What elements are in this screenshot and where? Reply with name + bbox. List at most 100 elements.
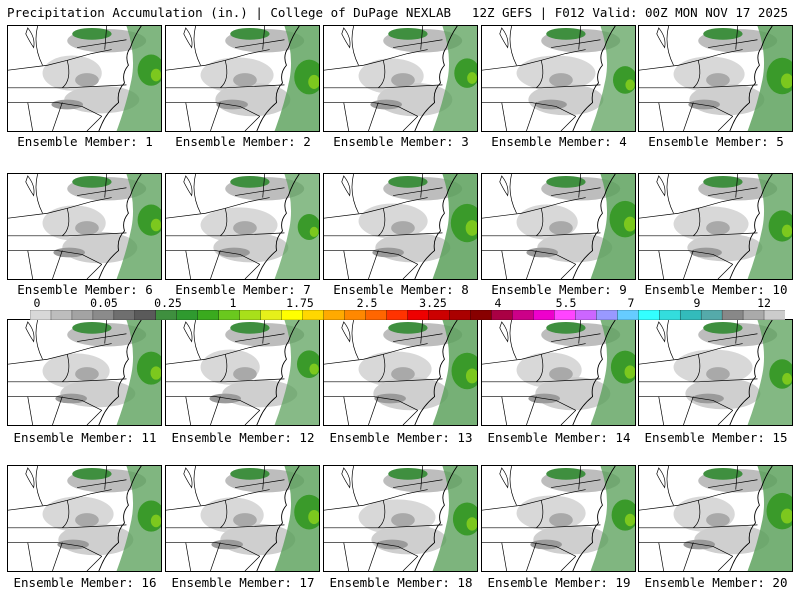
colorbar-swatch — [407, 310, 430, 320]
ensemble-member-label: Ensemble Member: 20 — [644, 575, 788, 590]
colorbar-swatch — [763, 310, 785, 320]
ensemble-member-label: Ensemble Member: 18 — [329, 575, 473, 590]
lake-outline — [656, 321, 666, 343]
precip-shading — [516, 466, 635, 571]
coastline — [98, 26, 142, 131]
ensemble-member-label: Ensemble Member: 2 — [175, 134, 311, 149]
precip-shading — [516, 26, 635, 131]
colorbar-swatch — [721, 310, 744, 320]
coastline — [256, 26, 300, 131]
lake-outline — [183, 467, 193, 489]
colorbar-swatch — [260, 310, 283, 320]
coastline — [729, 466, 773, 571]
colorbar-swatch — [470, 310, 493, 320]
colorbar-swatch — [449, 310, 472, 320]
colorbar-swatch — [742, 310, 765, 320]
colorbar-swatch — [491, 310, 514, 320]
ensemble-member-label: Ensemble Member: 5 — [648, 134, 784, 149]
ensemble-member-map — [165, 173, 320, 280]
ensemble-member-map — [638, 25, 793, 132]
precip-shading — [42, 466, 161, 571]
ensemble-member-label: Ensemble Member: 7 — [175, 282, 311, 297]
ensemble-member-map — [7, 25, 162, 132]
lake-outline — [499, 27, 509, 49]
colorbar-swatch — [596, 310, 618, 320]
lake-outline — [183, 175, 193, 197]
precip-colorbar — [30, 310, 785, 320]
ensemble-member-map — [165, 25, 320, 132]
coastline — [572, 174, 616, 279]
state-boundaries — [324, 26, 443, 131]
ensemble-member-map — [638, 173, 793, 280]
coastline — [572, 26, 616, 131]
state-boundaries — [639, 174, 758, 279]
colorbar-tick-label: 5.5 — [555, 296, 577, 310]
ensemble-member-map — [7, 173, 162, 280]
coastline — [256, 320, 300, 425]
ensemble-member-label: Ensemble Member: 15 — [644, 430, 788, 445]
lake-outline — [25, 467, 35, 489]
ensemble-member-label: Ensemble Member: 19 — [487, 575, 631, 590]
colorbar-swatch — [50, 310, 73, 320]
colorbar-tick-label: 9 — [693, 296, 701, 310]
lake-outline — [656, 27, 666, 49]
ensemble-member-map — [323, 173, 478, 280]
ensemble-member-label: Ensemble Member: 17 — [171, 575, 315, 590]
ensemble-member-label: Ensemble Member: 9 — [491, 282, 627, 297]
precip-shading — [358, 26, 477, 131]
state-boundaries — [8, 26, 127, 131]
state-boundaries — [482, 174, 601, 279]
precip-shading — [673, 26, 792, 131]
state-boundaries — [8, 174, 127, 279]
precip-shading — [358, 466, 477, 571]
lake-outline — [341, 27, 351, 49]
lake-outline — [341, 467, 351, 489]
state-boundaries — [166, 466, 285, 571]
coastline — [729, 174, 773, 279]
colorbar-swatch — [323, 310, 346, 320]
colorbar-swatch — [239, 310, 262, 320]
state-boundaries — [166, 174, 285, 279]
coastline — [729, 320, 773, 425]
ensemble-member-label: Ensemble Member: 6 — [17, 282, 153, 297]
lake-outline — [656, 467, 666, 489]
colorbar-swatch — [575, 310, 597, 320]
precip-shading — [200, 320, 319, 425]
ensemble-member-label: Ensemble Member: 14 — [487, 430, 631, 445]
lake-outline — [183, 321, 193, 343]
colorbar-swatch — [617, 310, 639, 320]
colorbar-swatch — [71, 310, 94, 320]
colorbar-swatch — [554, 310, 576, 320]
ensemble-member-map — [481, 173, 636, 280]
precip-shading — [200, 466, 319, 571]
colorbar-swatch — [344, 310, 367, 320]
precip-shading — [42, 320, 161, 425]
state-boundaries — [639, 26, 758, 131]
ensemble-member-label: Ensemble Member: 3 — [333, 134, 469, 149]
coastline — [414, 320, 458, 425]
ensemble-member-map — [165, 319, 320, 426]
colorbar-tick-label: 3.25 — [419, 296, 447, 310]
ensemble-member-map — [165, 465, 320, 572]
precip-shading — [42, 26, 161, 131]
lake-outline — [25, 27, 35, 49]
precip-shading — [200, 174, 319, 279]
colorbar-swatch — [134, 310, 157, 320]
state-boundaries — [482, 320, 601, 425]
state-boundaries — [324, 320, 443, 425]
colorbar-swatch — [92, 310, 115, 320]
lake-outline — [25, 175, 35, 197]
coastline — [98, 174, 142, 279]
ensemble-member-label: Ensemble Member: 10 — [644, 282, 788, 297]
coastline — [729, 26, 773, 131]
state-boundaries — [324, 466, 443, 571]
colorbar-swatch — [533, 310, 555, 320]
colorbar-tick-label: 2.5 — [356, 296, 378, 310]
precip-shading — [42, 174, 161, 279]
lake-outline — [341, 175, 351, 197]
colorbar-swatch — [218, 310, 241, 320]
colorbar-swatch — [679, 310, 702, 320]
colorbar-swatch — [302, 310, 325, 320]
lake-outline — [183, 27, 193, 49]
lake-outline — [341, 321, 351, 343]
